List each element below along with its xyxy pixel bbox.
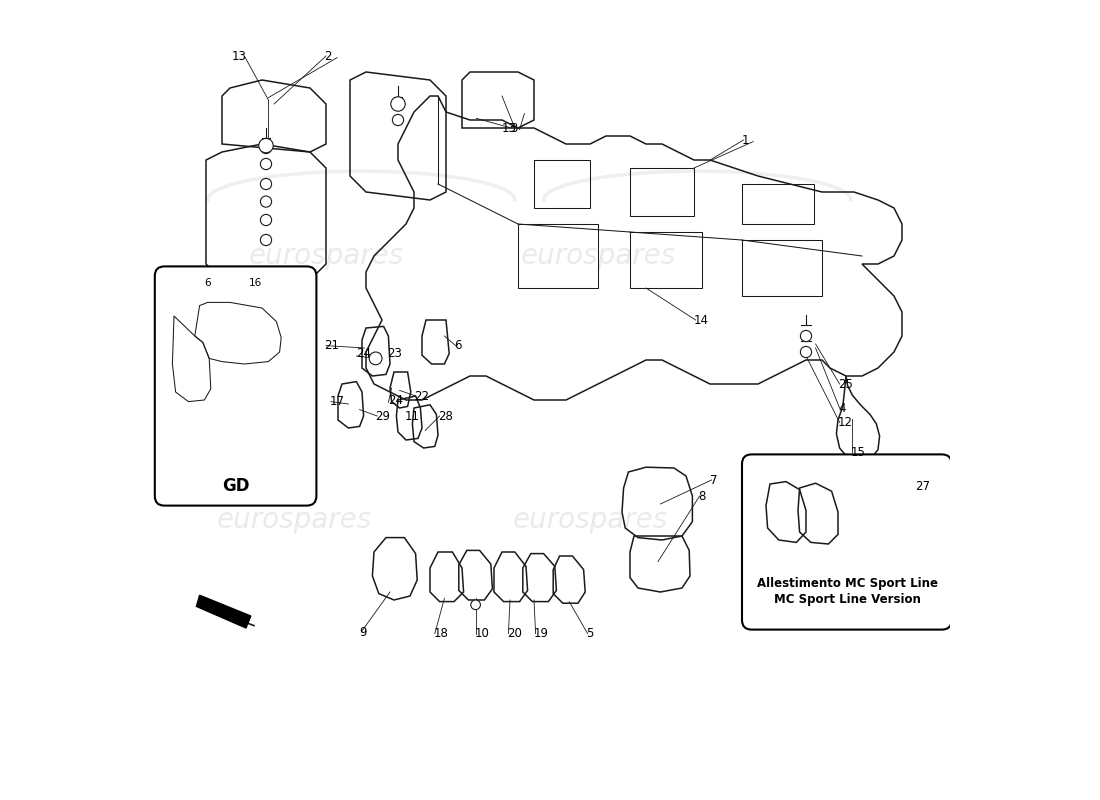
Text: 12: 12: [838, 416, 853, 429]
Polygon shape: [197, 595, 251, 628]
Text: 21: 21: [324, 339, 340, 352]
Circle shape: [801, 346, 812, 358]
Text: 14: 14: [694, 314, 710, 326]
Circle shape: [801, 330, 812, 342]
Text: 23: 23: [387, 347, 402, 360]
Text: 18: 18: [433, 627, 448, 640]
Bar: [534, 160, 590, 208]
Circle shape: [393, 98, 404, 110]
Text: 5: 5: [586, 627, 593, 640]
Text: 15: 15: [850, 446, 866, 458]
Text: GD: GD: [222, 478, 250, 495]
Text: 7: 7: [710, 474, 717, 486]
Circle shape: [261, 178, 272, 190]
Text: 6: 6: [205, 278, 211, 288]
Text: 27: 27: [915, 480, 930, 493]
Text: 22: 22: [414, 390, 429, 402]
Text: eurospares: eurospares: [217, 506, 372, 534]
Text: 3: 3: [510, 122, 517, 134]
Circle shape: [261, 158, 272, 170]
Text: 4: 4: [838, 402, 846, 414]
Text: 20: 20: [507, 627, 521, 640]
Text: 6: 6: [454, 339, 462, 352]
Text: 1: 1: [742, 134, 749, 146]
Text: 24: 24: [356, 347, 372, 360]
Circle shape: [471, 600, 481, 610]
Circle shape: [261, 196, 272, 207]
FancyBboxPatch shape: [155, 266, 317, 506]
Text: 2: 2: [324, 50, 332, 62]
Circle shape: [261, 234, 272, 246]
Text: 11: 11: [405, 410, 419, 422]
Bar: [518, 224, 598, 288]
Circle shape: [393, 114, 404, 126]
Bar: [742, 184, 814, 224]
Text: 19: 19: [534, 627, 549, 640]
Circle shape: [390, 97, 405, 111]
Circle shape: [261, 142, 272, 154]
Bar: [742, 240, 822, 296]
Text: 25: 25: [838, 378, 853, 390]
Text: 24: 24: [388, 394, 404, 406]
Text: 9: 9: [360, 626, 367, 638]
Text: eurospares: eurospares: [513, 506, 668, 534]
Circle shape: [261, 214, 272, 226]
Circle shape: [370, 352, 382, 365]
Text: 28: 28: [438, 410, 453, 422]
Text: MC Sport Line Version: MC Sport Line Version: [774, 594, 921, 606]
Circle shape: [258, 138, 273, 153]
Text: 16: 16: [249, 278, 262, 288]
Text: 8: 8: [698, 490, 705, 502]
Text: 13: 13: [502, 122, 517, 134]
Text: 10: 10: [475, 627, 490, 640]
Text: eurospares: eurospares: [520, 242, 675, 270]
Text: 29: 29: [375, 410, 390, 422]
Text: 13: 13: [232, 50, 246, 62]
Text: Allestimento MC Sport Line: Allestimento MC Sport Line: [757, 578, 938, 590]
Text: 17: 17: [329, 395, 344, 408]
Text: eurospares: eurospares: [249, 242, 404, 270]
Bar: [630, 232, 702, 288]
Bar: [630, 168, 694, 216]
FancyBboxPatch shape: [742, 454, 952, 630]
